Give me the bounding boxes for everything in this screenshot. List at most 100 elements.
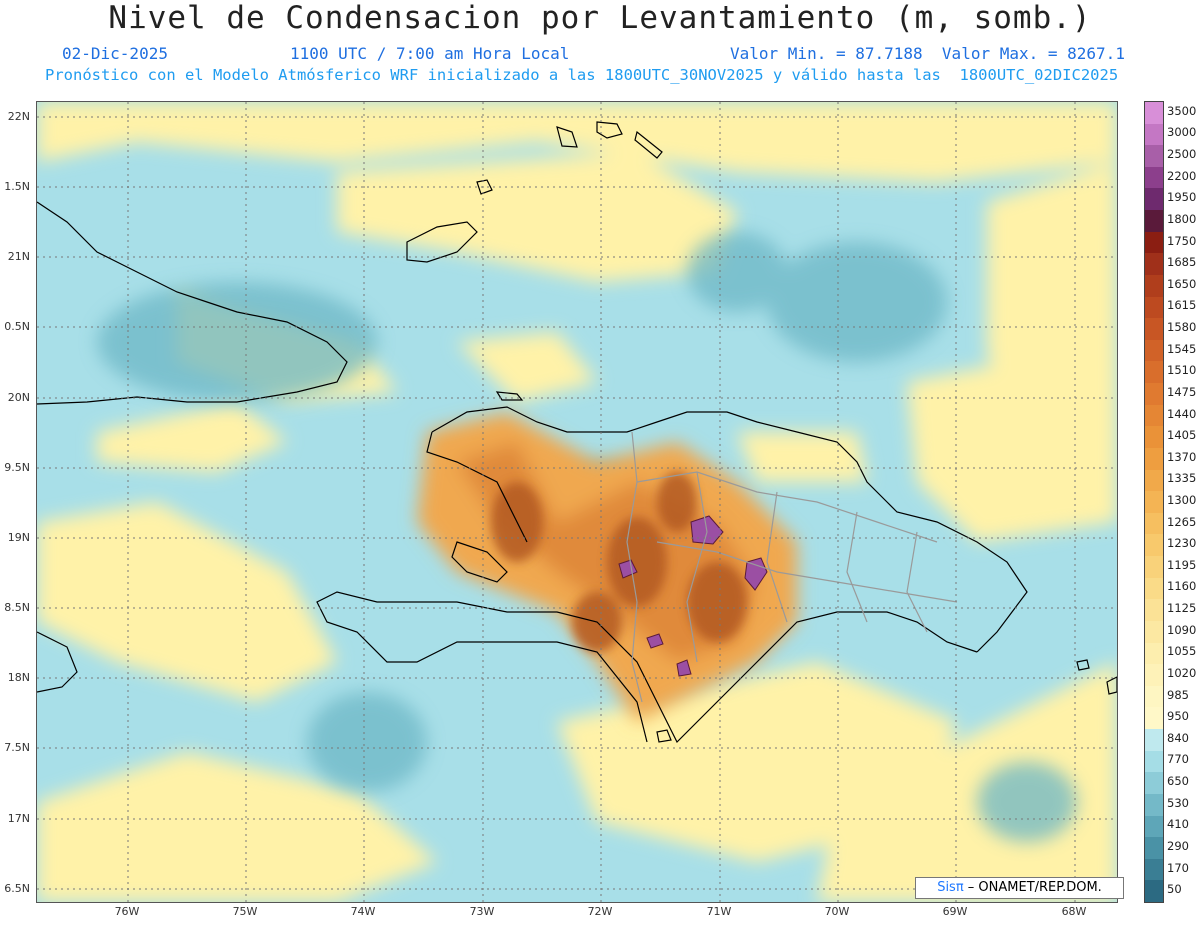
- color-scale-label: 290: [1167, 838, 1189, 853]
- color-scale-cell: [1145, 491, 1163, 514]
- color-scale-label: 1265: [1167, 514, 1197, 529]
- lon-label: 76W: [114, 905, 140, 918]
- color-scale-label: 1195: [1167, 557, 1197, 572]
- color-scale-label: 50: [1167, 882, 1182, 897]
- brand-label: Sisπ: [937, 880, 964, 895]
- color-scale-label: 1950: [1167, 190, 1197, 205]
- lon-label: 73W: [469, 905, 495, 918]
- lat-label: 7.5N: [4, 741, 30, 754]
- color-scale-label: 1335: [1167, 471, 1197, 486]
- lon-label: 68W: [1061, 905, 1087, 918]
- page-title: Nivel de Condensacion por Levantamiento …: [108, 0, 1092, 36]
- lat-label: 9.5N: [4, 461, 30, 474]
- color-scale-label: 1750: [1167, 233, 1197, 248]
- color-scale-bar: [1144, 101, 1164, 903]
- color-scale-cell: [1145, 426, 1163, 449]
- max-lcl-spots: [618, 515, 768, 677]
- color-scale-label: 770: [1167, 752, 1189, 767]
- color-scale-cell: [1145, 534, 1163, 557]
- color-scale-label: 170: [1167, 860, 1189, 875]
- color-scale-label: 1020: [1167, 665, 1197, 680]
- lon-label: 74W: [350, 905, 376, 918]
- color-scale-label: 3000: [1167, 125, 1197, 140]
- color-scale-label: 1125: [1167, 601, 1197, 616]
- color-scale-cell: [1145, 664, 1163, 687]
- lcl-map[interactable]: [36, 101, 1118, 903]
- lon-label: 72W: [587, 905, 613, 918]
- color-scale-cell: [1145, 318, 1163, 341]
- color-scale-label: 410: [1167, 817, 1189, 832]
- color-scale-cell: [1145, 469, 1163, 492]
- color-scale-label: 1405: [1167, 428, 1197, 443]
- color-scale-cell: [1145, 880, 1163, 903]
- color-scale-label: 840: [1167, 730, 1189, 745]
- color-scale-label: 1370: [1167, 449, 1197, 464]
- lat-label: 6.5N: [4, 882, 30, 895]
- color-scale-label: 985: [1167, 687, 1189, 702]
- lon-label: 69W: [942, 905, 968, 918]
- lat-label: 17N: [7, 812, 30, 825]
- peak-lcl-cores: [491, 472, 747, 652]
- color-scale-cell: [1145, 274, 1163, 298]
- color-scale-cell: [1145, 577, 1163, 600]
- color-scale-cell: [1145, 145, 1163, 168]
- color-scale-label: 1475: [1167, 384, 1197, 399]
- lat-label: 22N: [7, 110, 30, 123]
- time-label: 1100 UTC / 7:00 am Hora Local: [290, 44, 570, 63]
- color-scale-cell: [1145, 729, 1163, 752]
- lat-label: 8.5N: [4, 601, 30, 614]
- color-scale-cell: [1145, 772, 1163, 795]
- color-scale-cell: [1145, 815, 1163, 838]
- color-scale-cell: [1145, 858, 1163, 881]
- color-scale-label: 1580: [1167, 320, 1197, 335]
- color-scale-cell: [1145, 707, 1163, 730]
- color-scale-label: 1300: [1167, 493, 1197, 507]
- forecast-text: Pronóstico con el Modelo Atmósferico WRF…: [45, 66, 1119, 84]
- color-scale-label: 1615: [1167, 298, 1197, 313]
- color-scale-label: 650: [1167, 774, 1189, 789]
- coastlines: [37, 121, 1117, 744]
- lat-label: 18N: [7, 671, 30, 684]
- color-scale-cell: [1145, 253, 1163, 276]
- color-scale-cell: [1145, 837, 1163, 860]
- color-scale-cell: [1145, 642, 1163, 665]
- color-scale-cell: [1145, 447, 1163, 471]
- color-scale-label: 1440: [1167, 406, 1197, 421]
- color-scale-label: 1230: [1167, 536, 1197, 551]
- lat-label: 21N: [7, 250, 30, 263]
- color-scale-cell: [1145, 383, 1163, 406]
- color-scale-cell: [1145, 339, 1163, 362]
- color-scale-cell: [1145, 685, 1163, 708]
- color-scale-cell: [1145, 793, 1163, 816]
- credit-label: – ONAMET/REP.DOM.: [963, 880, 1102, 895]
- color-scale-label: 1160: [1167, 579, 1197, 594]
- lat-label: 20N: [7, 391, 30, 404]
- color-scale-label: 1800: [1167, 211, 1197, 226]
- color-scale-cell: [1145, 102, 1163, 125]
- color-scale-cell: [1145, 512, 1163, 535]
- lat-label: 1.5N: [4, 180, 30, 193]
- color-scale-label: 3500: [1167, 103, 1197, 118]
- credit-box: Sisπ – ONAMET/REP.DOM.: [915, 877, 1124, 899]
- color-scale-cell: [1145, 123, 1163, 146]
- color-scale-label: 950: [1167, 709, 1189, 724]
- color-scale-cell: [1145, 361, 1163, 384]
- lat-label: 0.5N: [4, 320, 30, 333]
- lat-label: 19N: [7, 531, 30, 544]
- lon-label: 71W: [706, 905, 732, 918]
- color-scale-cell: [1145, 231, 1163, 254]
- color-scale-label: 2500: [1167, 147, 1197, 162]
- color-scale-cell: [1145, 188, 1163, 211]
- color-scale-cell: [1145, 556, 1163, 579]
- color-scale-label: 2200: [1167, 168, 1197, 183]
- color-scale-label: 1090: [1167, 622, 1197, 637]
- color-scale-label: 530: [1167, 795, 1189, 810]
- color-scale-cell: [1145, 620, 1163, 644]
- color-scale-label: 1650: [1167, 276, 1197, 291]
- color-scale-cell: [1145, 296, 1163, 319]
- color-scale-cell: [1145, 210, 1163, 233]
- lon-label: 70W: [824, 905, 850, 918]
- color-scale-label: 1545: [1167, 341, 1197, 356]
- color-scale-label: 1055: [1167, 644, 1197, 659]
- color-scale-label: 1685: [1167, 255, 1197, 270]
